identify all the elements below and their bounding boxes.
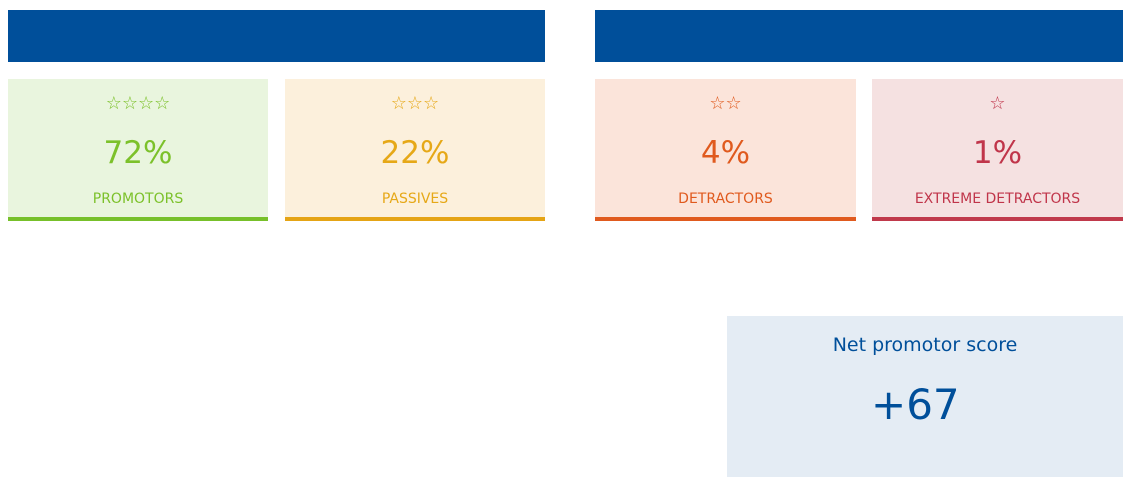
stars: ☆ (989, 93, 1006, 114)
nps-value: +67 (871, 380, 960, 429)
passives-card: ☆☆☆ 22% PASSIVES (285, 79, 545, 221)
percent: 4% (700, 135, 751, 171)
label: PASSIVES (381, 191, 449, 207)
extreme-detractors-card: ☆ 1% EXTREME DETRACTORS (872, 79, 1123, 221)
detractors-card: ☆☆ 4% DETRACTORS (595, 79, 856, 221)
stars: ☆☆ (709, 93, 742, 114)
header-bar (595, 10, 1123, 62)
stars: ☆☆☆ (390, 93, 440, 114)
percent: 72% (103, 135, 173, 171)
nps-title: Net promotor score (832, 334, 1018, 356)
label: DETRACTORS (678, 191, 773, 207)
percent: 1% (972, 135, 1023, 171)
label: EXTREME DETRACTORS (914, 191, 1081, 207)
label: PROMOTORS (92, 191, 184, 207)
header-bar (8, 10, 545, 62)
promotors-card: ☆☆☆☆ 72% PROMOTORS (8, 79, 268, 221)
percent: 22% (380, 135, 450, 171)
stars: ☆☆☆☆ (105, 93, 171, 114)
nps-box: Net promotor score +67 (727, 316, 1123, 477)
